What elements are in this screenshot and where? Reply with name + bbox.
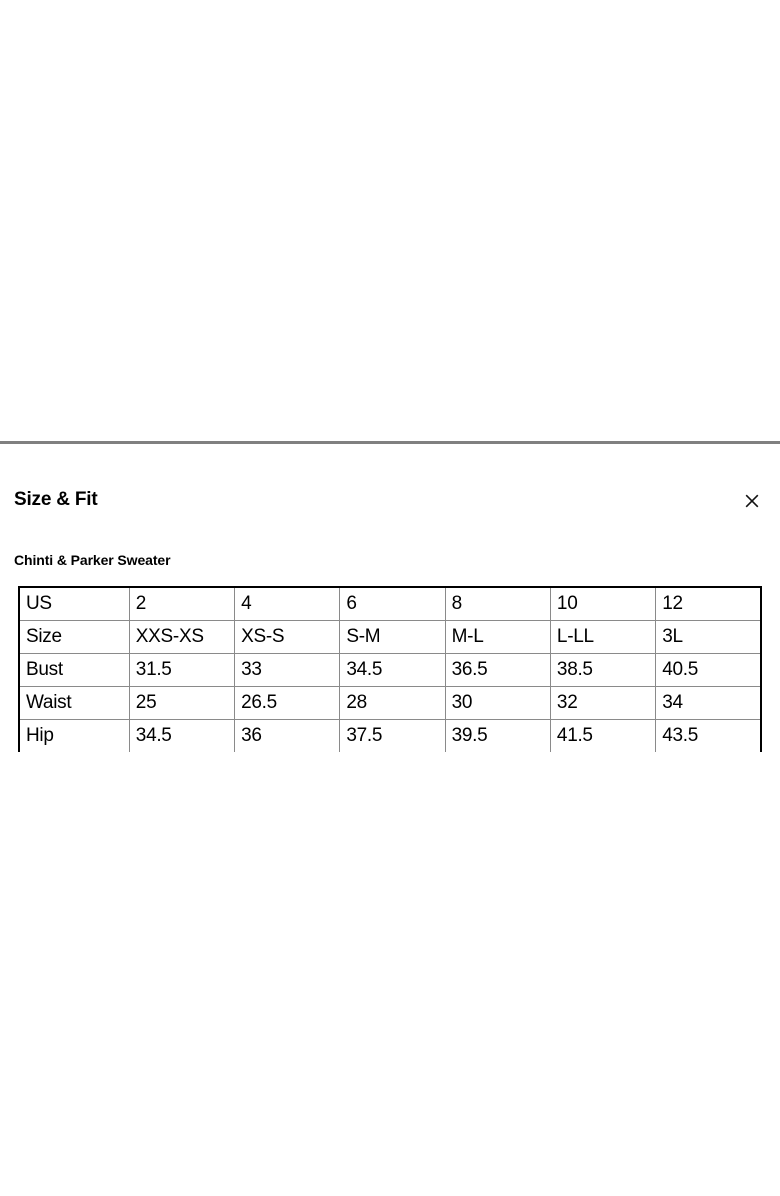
table-cell: 34 [655, 686, 762, 720]
table-cell: 12 [655, 586, 762, 621]
table-cell: 28 [339, 686, 446, 720]
table-cell: XXS-XS [128, 620, 236, 654]
size-chart-table-wrapper: US 2 4 6 8 10 12 Size XXS-XS XS-S S-M M-… [18, 586, 762, 754]
table-row: Bust 31.5 33 34.5 36.5 38.5 40.5 [18, 653, 762, 687]
close-icon [744, 493, 760, 509]
table-cell: 25 [128, 686, 236, 720]
table-cell: 41.5 [549, 719, 657, 754]
table-cell: 2 [128, 586, 236, 621]
table-row: US 2 4 6 8 10 12 [18, 586, 762, 621]
table-cell: 4 [234, 586, 341, 621]
product-name: Chinti & Parker Sweater [14, 552, 171, 568]
table-cell: 6 [339, 586, 446, 621]
table-cell: 30 [444, 686, 551, 720]
table-cell: 38.5 [549, 653, 657, 687]
row-header-cell: Hip [18, 719, 130, 754]
panel-header: Size & Fit [0, 488, 780, 522]
page-title: Size & Fit [14, 489, 98, 510]
table-cell: 36.5 [444, 653, 551, 687]
size-chart-body: US 2 4 6 8 10 12 Size XXS-XS XS-S S-M M-… [18, 586, 762, 754]
table-cell: 33 [234, 653, 341, 687]
table-cell: 8 [444, 586, 551, 621]
table-cell: 34.5 [128, 719, 236, 754]
row-header-cell: Bust [18, 653, 130, 687]
table-cell: 10 [549, 586, 657, 621]
table-cell: S-M [339, 620, 446, 654]
table-cell: XS-S [234, 620, 341, 654]
table-cell: 39.5 [444, 719, 551, 754]
table-cell: 43.5 [655, 719, 762, 754]
close-button[interactable] [739, 488, 765, 514]
table-cell: 32 [549, 686, 657, 720]
table-row: Hip 34.5 36 37.5 39.5 41.5 43.5 [18, 719, 762, 754]
row-header-cell: Size [18, 620, 130, 654]
row-header-cell: US [18, 586, 130, 621]
table-row: Waist 25 26.5 28 30 32 34 [18, 686, 762, 720]
table-cell: M-L [444, 620, 551, 654]
row-header-cell: Waist [18, 686, 130, 720]
table-cell: 34.5 [339, 653, 446, 687]
table-row: Size XXS-XS XS-S S-M M-L L-LL 3L [18, 620, 762, 654]
table-cell: 40.5 [655, 653, 762, 687]
table-cell: 37.5 [339, 719, 446, 754]
table-cell: 31.5 [128, 653, 236, 687]
table-cell: 36 [234, 719, 341, 754]
product-image-area [0, 0, 780, 441]
table-cell: 3L [655, 620, 762, 654]
page-bottom-area [0, 752, 780, 1196]
size-chart-table: US 2 4 6 8 10 12 Size XXS-XS XS-S S-M M-… [18, 586, 762, 754]
table-cell: L-LL [549, 620, 657, 654]
section-divider [0, 441, 780, 444]
table-cell: 26.5 [234, 686, 341, 720]
